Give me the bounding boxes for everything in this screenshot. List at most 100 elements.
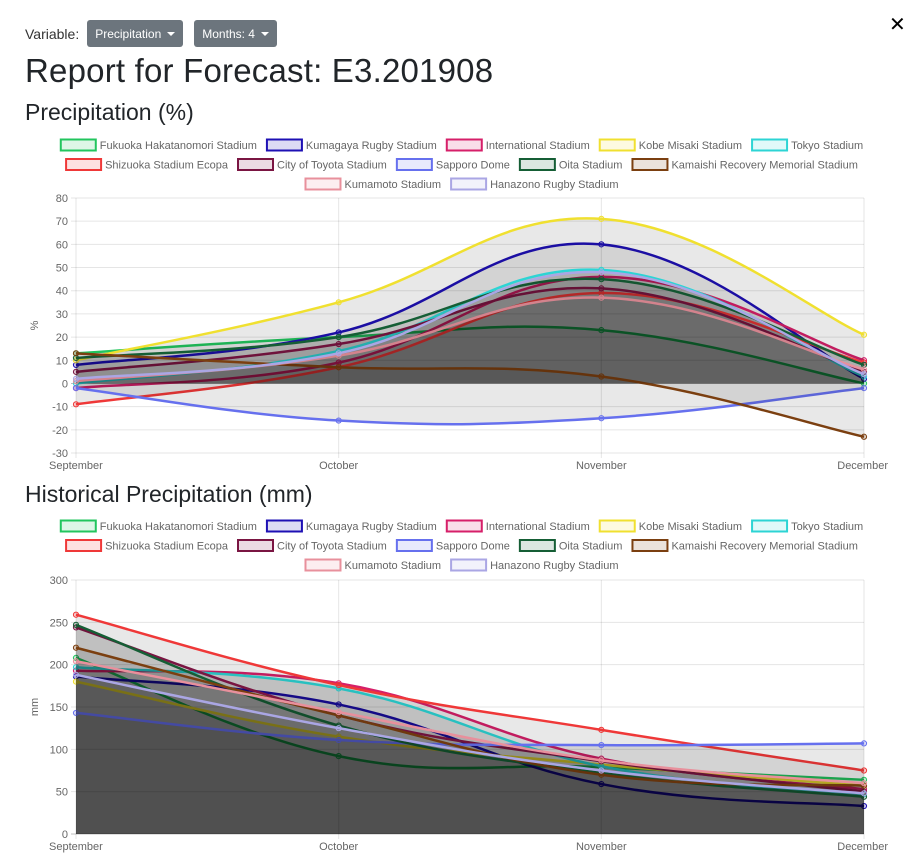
data-point[interactable] — [598, 289, 605, 297]
legend-label[interactable]: City of Toyota Stadium — [277, 160, 387, 172]
legend-swatch[interactable] — [304, 558, 342, 572]
data-point[interactable] — [335, 701, 342, 708]
legend-swatch[interactable] — [450, 177, 488, 191]
data-point[interactable] — [72, 658, 80, 665]
legend-label[interactable]: Tokyo Stadium — [791, 521, 863, 533]
data-point[interactable] — [335, 753, 342, 760]
legend-swatch[interactable] — [237, 158, 275, 171]
legend-swatch[interactable] — [65, 158, 103, 171]
legend-label[interactable]: City of Toyota Stadium — [277, 541, 387, 553]
data-point[interactable] — [860, 790, 868, 797]
legend-label[interactable]: Kumagaya Rugby Stadium — [306, 140, 437, 152]
legend-label[interactable]: Fukuoka Hakatanomori Stadium — [100, 521, 257, 533]
legend-label[interactable]: Kumamoto Stadium — [344, 560, 441, 572]
legend-label[interactable]: Sapporo Dome — [436, 160, 510, 172]
data-point[interactable] — [72, 671, 80, 678]
legend-swatch[interactable] — [751, 138, 789, 152]
data-point[interactable] — [72, 401, 80, 408]
legend-label[interactable]: Tokyo Stadium — [791, 140, 863, 152]
data-point[interactable] — [860, 380, 868, 387]
legend-swatch[interactable] — [395, 158, 433, 171]
data-point[interactable] — [72, 678, 80, 685]
data-point[interactable] — [598, 327, 605, 334]
legend-swatch[interactable] — [395, 539, 433, 552]
legend-label[interactable]: Sapporo Dome — [436, 541, 510, 553]
legend-label[interactable]: Oita Stadium — [559, 160, 623, 172]
data-point[interactable] — [598, 742, 605, 749]
data-point[interactable] — [860, 802, 868, 810]
legend-swatch[interactable] — [631, 539, 669, 552]
data-point[interactable] — [598, 726, 605, 733]
data-point[interactable] — [598, 269, 605, 276]
legend-label[interactable]: Shizuoka Stadium Ecopa — [105, 541, 229, 553]
data-point[interactable] — [72, 664, 80, 671]
data-point[interactable] — [860, 371, 868, 378]
legend-swatch[interactable] — [518, 539, 556, 552]
legend-label[interactable]: Kumagaya Rugby Stadium — [306, 521, 437, 533]
data-point[interactable] — [72, 709, 80, 717]
data-point[interactable] — [598, 373, 605, 380]
data-point[interactable] — [598, 276, 605, 283]
data-point[interactable] — [598, 215, 605, 222]
data-point[interactable] — [335, 340, 342, 348]
legend-label[interactable]: Hanazono Rugby Stadium — [490, 179, 618, 191]
legend-label[interactable]: Kumamoto Stadium — [344, 179, 441, 191]
legend-swatch[interactable] — [518, 158, 556, 171]
legend-label[interactable]: Kobe Misaki Stadium — [639, 140, 742, 152]
legend-swatch[interactable] — [445, 519, 483, 533]
data-point[interactable] — [72, 384, 80, 392]
legend-swatch[interactable] — [65, 539, 103, 552]
data-point[interactable] — [335, 333, 342, 341]
close-icon[interactable]: ✕ — [889, 14, 906, 36]
legend-label[interactable]: Kamaishi Recovery Memorial Stadium — [671, 160, 857, 172]
data-point[interactable] — [335, 299, 342, 306]
data-point[interactable] — [72, 368, 80, 375]
legend-swatch[interactable] — [265, 138, 303, 152]
data-point[interactable] — [598, 757, 605, 764]
data-point[interactable] — [72, 354, 80, 362]
legend-swatch[interactable] — [598, 138, 636, 152]
legend-label[interactable]: Kamaishi Recovery Memorial Stadium — [671, 541, 857, 553]
data-point[interactable] — [860, 331, 868, 338]
legend-swatch[interactable] — [751, 519, 789, 533]
data-point[interactable] — [335, 350, 342, 357]
data-point[interactable] — [72, 350, 80, 357]
legend-label[interactable]: Hanazono Rugby Stadium — [490, 560, 618, 572]
variable-dropdown[interactable]: Precipitation — [87, 20, 184, 47]
data-point[interactable] — [598, 780, 605, 788]
data-point[interactable] — [860, 433, 868, 440]
data-point[interactable] — [335, 708, 342, 716]
legend-label[interactable]: Shizuoka Stadium Ecopa — [105, 160, 229, 172]
legend-label[interactable]: International Stadium — [486, 140, 590, 152]
data-point[interactable] — [72, 644, 80, 651]
data-point[interactable] — [598, 294, 605, 301]
data-point[interactable] — [598, 415, 605, 422]
months-dropdown[interactable]: Months: 4 — [194, 20, 277, 47]
legend-swatch[interactable] — [59, 138, 97, 152]
data-point[interactable] — [72, 621, 80, 628]
legend-swatch[interactable] — [631, 158, 669, 171]
legend-swatch[interactable] — [450, 558, 488, 572]
legend-swatch[interactable] — [59, 519, 97, 533]
data-point[interactable] — [598, 241, 605, 248]
data-point[interactable] — [72, 611, 80, 618]
legend-swatch[interactable] — [304, 177, 342, 191]
legend-swatch[interactable] — [265, 519, 303, 533]
data-point[interactable] — [72, 361, 80, 369]
legend-swatch[interactable] — [598, 519, 636, 533]
data-point[interactable] — [335, 736, 342, 744]
legend-swatch[interactable] — [445, 138, 483, 152]
data-point[interactable] — [335, 359, 342, 366]
legend-label[interactable]: Kobe Misaki Stadium — [639, 521, 742, 533]
data-point[interactable] — [860, 767, 868, 774]
legend-label[interactable]: Fukuoka Hakatanomori Stadium — [100, 140, 257, 152]
data-point[interactable] — [860, 366, 868, 373]
data-point[interactable] — [598, 771, 605, 778]
data-point[interactable] — [335, 417, 342, 424]
data-point[interactable] — [335, 329, 342, 336]
legend-swatch[interactable] — [237, 539, 275, 552]
data-point[interactable] — [860, 384, 868, 392]
data-point[interactable] — [335, 681, 342, 689]
data-point[interactable] — [72, 375, 80, 382]
data-point[interactable] — [335, 364, 342, 371]
